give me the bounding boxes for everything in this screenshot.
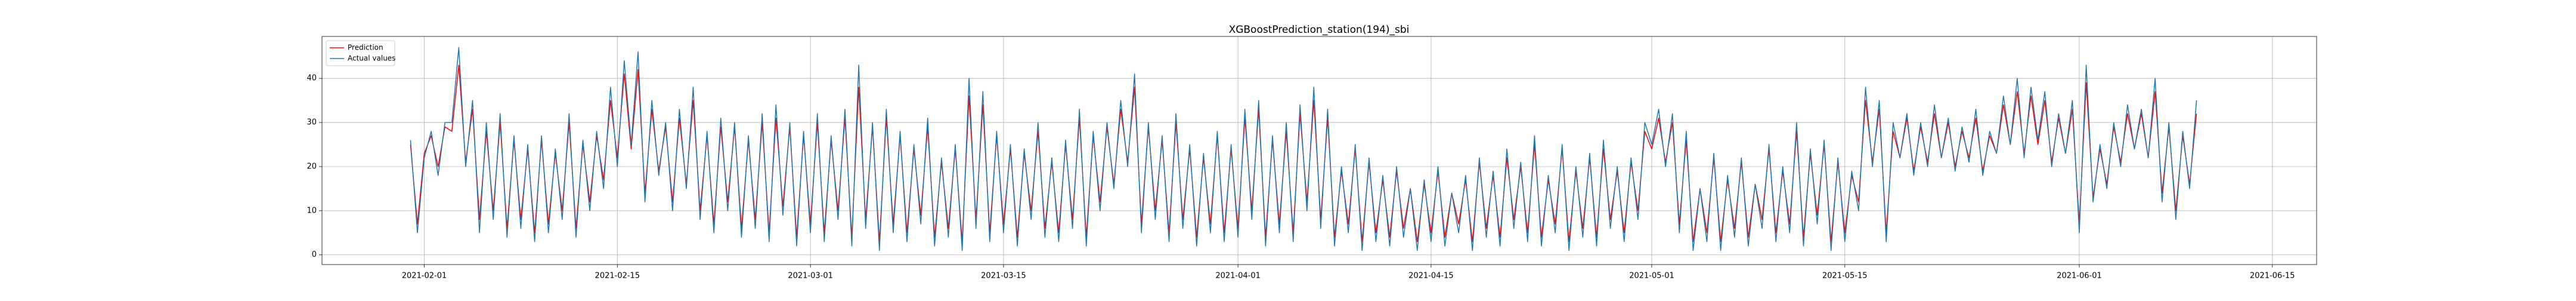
x-tick-label: 2021-02-15 xyxy=(595,272,640,281)
x-tick-label: 2021-04-01 xyxy=(1215,272,1261,281)
legend-label: Actual values xyxy=(348,54,395,63)
y-tick-label: 20 xyxy=(306,162,317,171)
x-tick-label: 2021-04-15 xyxy=(1408,272,1454,281)
x-tick-label: 2021-03-15 xyxy=(981,272,1026,281)
y-tick-label: 10 xyxy=(306,206,317,215)
chart-title: XGBoostPrediction_station(194)_sbi xyxy=(1229,24,1410,36)
legend-box xyxy=(326,40,395,66)
x-tick-label: 2021-05-15 xyxy=(1822,272,1868,281)
x-tick-label: 2021-06-15 xyxy=(2250,272,2295,281)
y-tick-label: 30 xyxy=(306,118,317,127)
legend: Prediction Actual values xyxy=(326,40,395,66)
y-tick-label: 40 xyxy=(306,74,317,83)
x-tick-label: 2021-02-01 xyxy=(402,272,447,281)
data-line xyxy=(410,47,2197,251)
legend-label: Prediction xyxy=(348,44,383,52)
x-tick-label: 2021-06-01 xyxy=(2057,272,2102,281)
plot-frame xyxy=(321,36,2317,265)
x-tick-label: 2021-03-01 xyxy=(788,272,833,281)
y-tick-label: 0 xyxy=(312,250,317,259)
x-tick-label: 2021-05-01 xyxy=(1629,272,1674,281)
